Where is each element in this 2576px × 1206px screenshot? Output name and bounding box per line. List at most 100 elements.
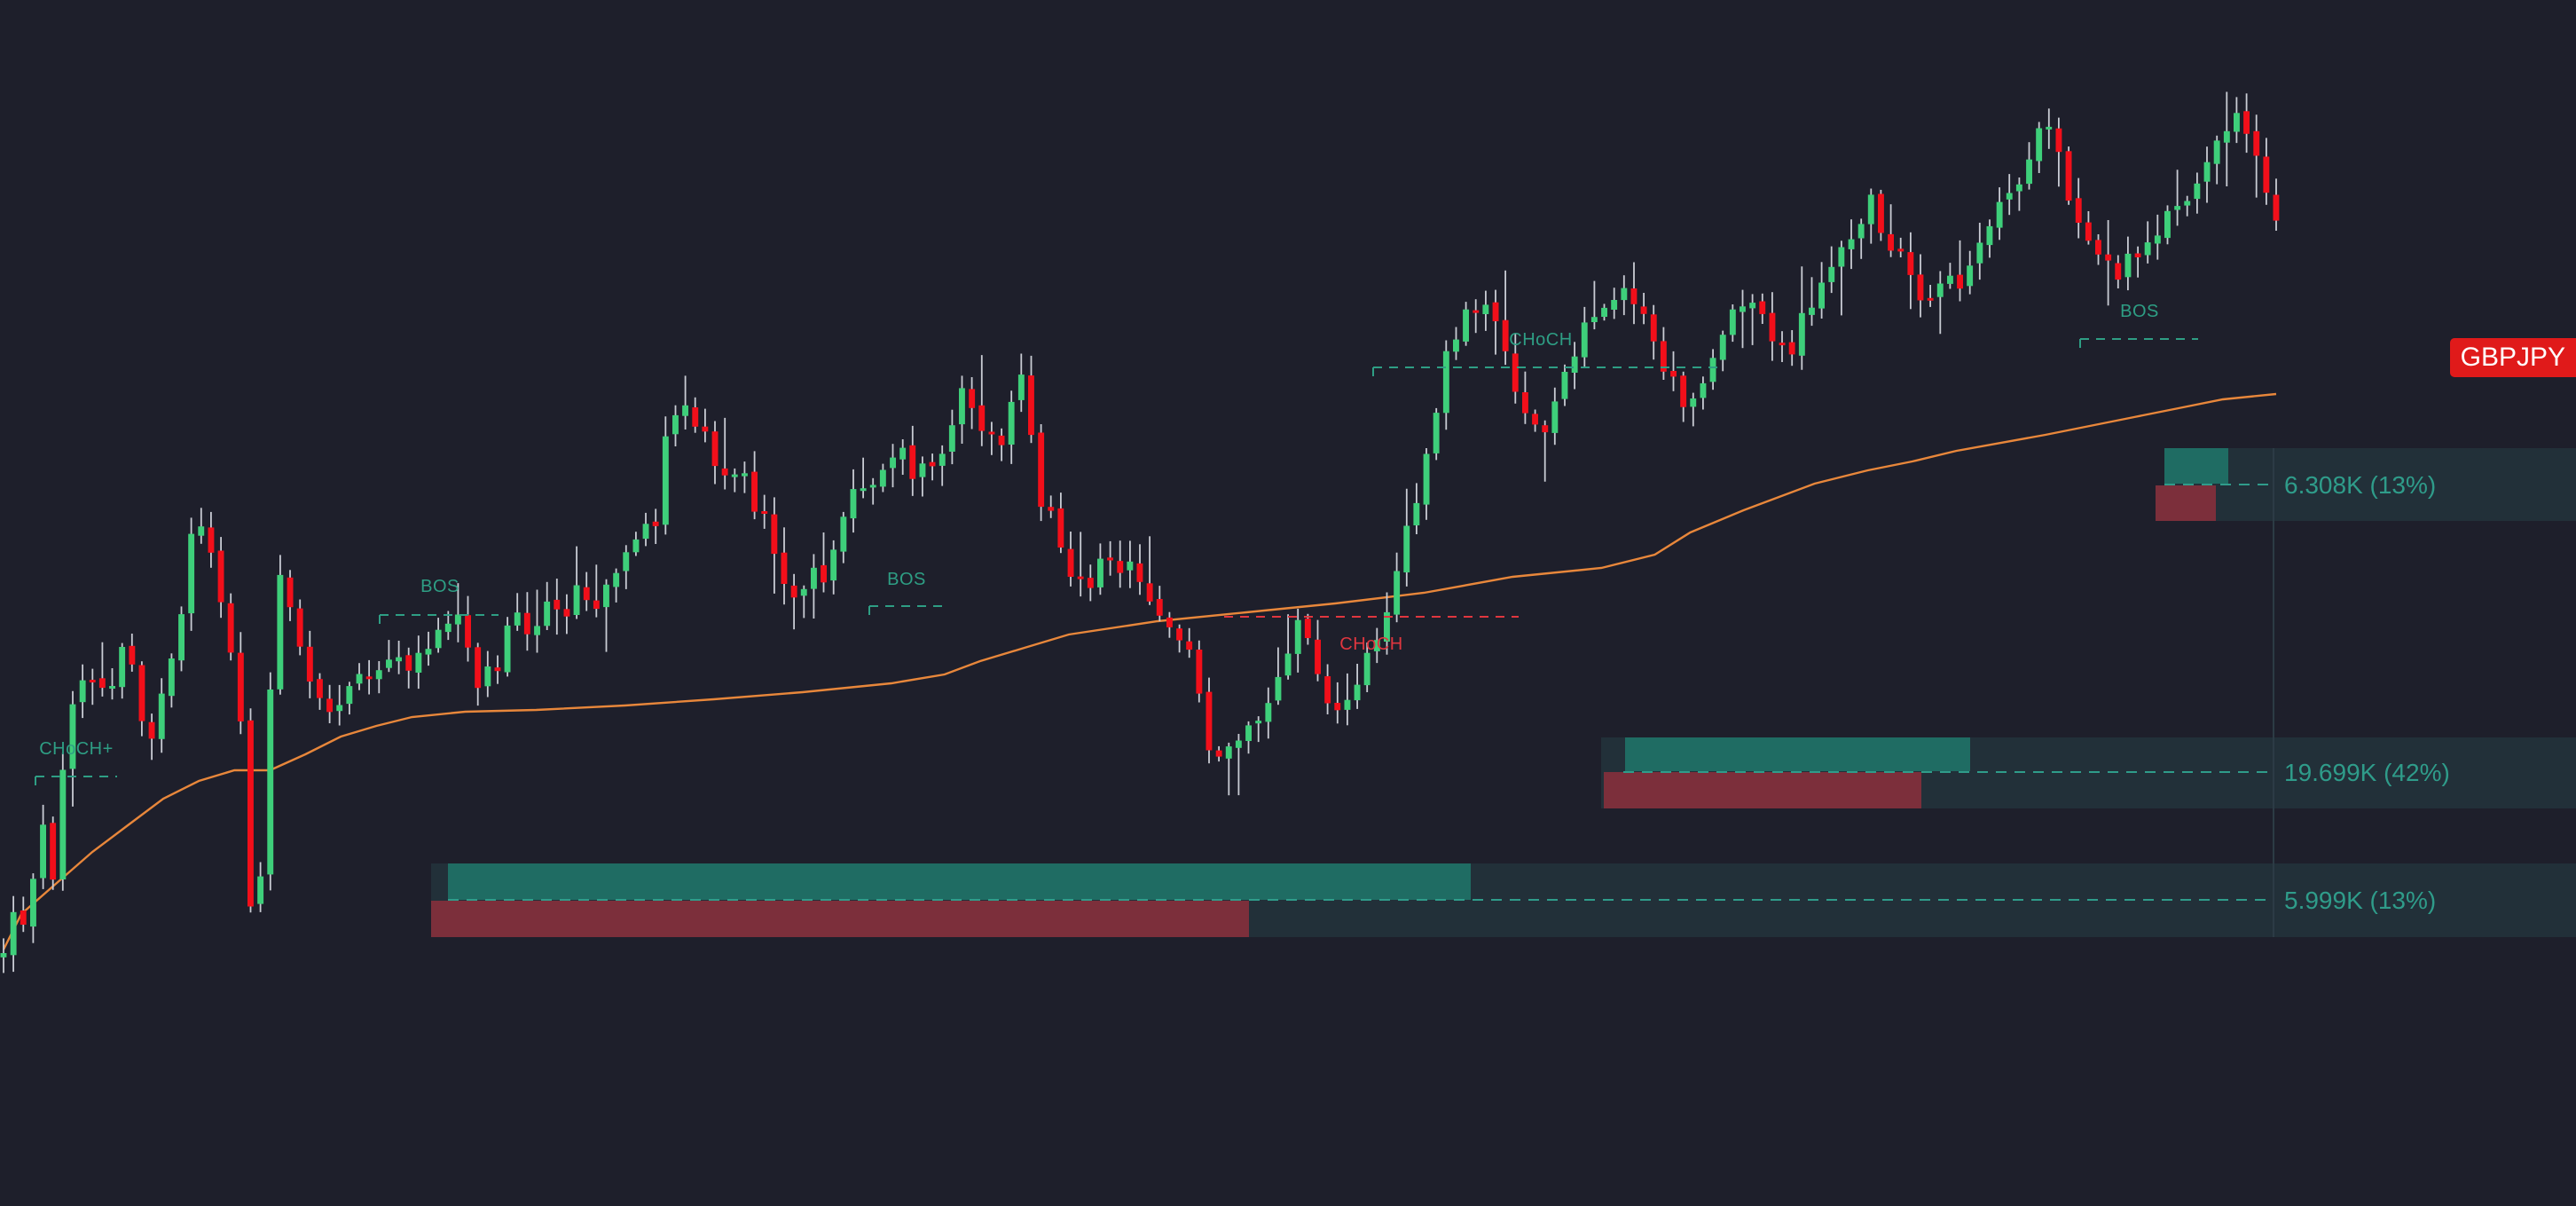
bullish-candle [1373, 640, 1380, 651]
volume-zone-3-bear-bar [431, 901, 1249, 937]
bearish-candle [1117, 561, 1124, 573]
bullish-candle [59, 769, 67, 879]
bearish-candle [2263, 156, 2270, 193]
bearish-candle [20, 910, 27, 925]
bullish-candle [2194, 183, 2201, 200]
bullish-candle [869, 485, 876, 488]
bearish-candle [1315, 639, 1321, 674]
bearish-candle [1107, 557, 1113, 561]
bearish-candle [89, 680, 96, 682]
volume-zone-1-label: 6.308K (13%) [2284, 471, 2436, 499]
bearish-candle [1334, 703, 1341, 711]
bearish-candle [1670, 371, 1677, 377]
bearish-candle [969, 389, 976, 408]
volume-zone-2-label: 19.699K (42%) [2284, 759, 2450, 786]
choch-plus-label: CHoCH+ [39, 739, 114, 759]
bearish-candle [1156, 599, 1163, 616]
bullish-candle [1097, 558, 1103, 587]
bullish-candle [1729, 309, 1736, 335]
bullish-candle [2154, 235, 2161, 244]
bullish-candle [1384, 611, 1390, 642]
bullish-candle [346, 686, 353, 705]
bullish-candle [2006, 193, 2013, 200]
bullish-candle [1690, 398, 1697, 407]
bearish-candle [1166, 617, 1173, 627]
bearish-candle [2055, 128, 2062, 153]
bearish-candle [217, 550, 224, 603]
bullish-candle [1127, 561, 1134, 571]
bullish-candle [435, 629, 442, 649]
bullish-candle [1740, 306, 1746, 312]
bullish-candle [948, 425, 955, 452]
bullish-candle [811, 567, 817, 589]
bearish-candle [1630, 288, 1637, 304]
bullish-candle [198, 526, 205, 536]
bearish-candle [593, 600, 600, 610]
bullish-candle [1442, 351, 1449, 414]
bearish-candle [1087, 578, 1094, 588]
bearish-candle [583, 587, 590, 601]
bearish-candle [1492, 302, 1499, 321]
bearish-candle [1324, 676, 1331, 704]
bearish-candle [287, 577, 294, 608]
bullish-candle [109, 686, 115, 689]
bearish-candle [247, 720, 254, 907]
bearish-candle [326, 698, 333, 713]
volume-zones: 6.308K (13%) 19.699K (42%) 5.999K (13%) [431, 448, 2576, 937]
bullish-candle [534, 626, 540, 635]
bearish-candle [1176, 628, 1182, 641]
bullish-candle [30, 879, 36, 927]
bullish-candle [1344, 699, 1351, 710]
bullish-candle [662, 436, 669, 525]
bullish-candle [514, 612, 521, 626]
bearish-candle [771, 514, 778, 555]
bullish-candle [10, 911, 17, 956]
bullish-candle [544, 601, 551, 627]
bearish-candle [1473, 310, 1480, 313]
bearish-candle [1788, 342, 1795, 355]
bullish-candle [119, 647, 126, 688]
bos-1-label: BOS [420, 577, 459, 596]
bullish-candle [2124, 253, 2132, 278]
bearish-candle [50, 823, 57, 880]
bullish-candle [1818, 282, 1825, 309]
bullish-candle [2144, 242, 2151, 256]
bearish-candle [129, 645, 136, 665]
bullish-candle [1255, 721, 1262, 724]
bullish-candle [168, 658, 175, 697]
bullish-candle [2026, 159, 2032, 185]
bullish-candle [1809, 307, 1815, 315]
bullish-candle [1413, 502, 1420, 525]
volume-zone-1-bear-bar [2156, 485, 2216, 521]
bullish-candle [1551, 401, 1559, 433]
bullish-candle [1867, 194, 1874, 225]
volume-zone-1-background [2164, 448, 2576, 521]
bearish-candle [1532, 414, 1538, 425]
bearish-candle [1512, 353, 1519, 392]
bullish-candle [642, 524, 649, 540]
bearish-candle [2085, 222, 2092, 241]
bearish-candle [790, 585, 797, 598]
bullish-candle [2223, 130, 2230, 143]
bullish-candle [1967, 265, 1974, 287]
bullish-candle [454, 614, 461, 625]
bearish-candle [751, 471, 758, 512]
bearish-candle [306, 646, 313, 682]
bearish-candle [1067, 548, 1074, 577]
bearish-candle [781, 552, 788, 584]
bullish-candle [1996, 201, 2003, 228]
choch-bullish-label: CHoCH [1509, 330, 1572, 350]
bearish-candle [692, 407, 699, 427]
bearish-candle [554, 599, 561, 610]
bullish-candle [1403, 525, 1410, 572]
bos-2-label: BOS [887, 570, 926, 589]
candlesticks [0, 91, 2280, 973]
bullish-candle [158, 693, 165, 739]
bullish-candle [2174, 206, 2181, 210]
bullish-candle [1284, 653, 1292, 676]
choch-bearish-label: CHoCH [1339, 635, 1402, 654]
bearish-candle [98, 678, 106, 689]
bearish-candle [1206, 691, 1213, 751]
bullish-candle [939, 453, 946, 466]
